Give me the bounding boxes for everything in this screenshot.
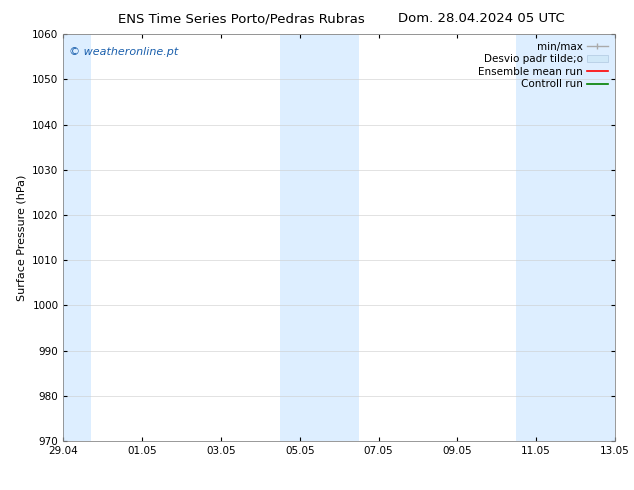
Text: Dom. 28.04.2024 05 UTC: Dom. 28.04.2024 05 UTC (398, 12, 566, 25)
Text: © weatheronline.pt: © weatheronline.pt (69, 47, 178, 56)
Text: ENS Time Series Porto/Pedras Rubras: ENS Time Series Porto/Pedras Rubras (117, 12, 365, 25)
Legend: min/max, Desvio padr tilde;o, Ensemble mean run, Controll run: min/max, Desvio padr tilde;o, Ensemble m… (476, 40, 610, 92)
Bar (280, 34, 359, 441)
Bar (56, 34, 91, 441)
Y-axis label: Surface Pressure (hPa): Surface Pressure (hPa) (16, 174, 27, 301)
Bar (517, 34, 623, 441)
